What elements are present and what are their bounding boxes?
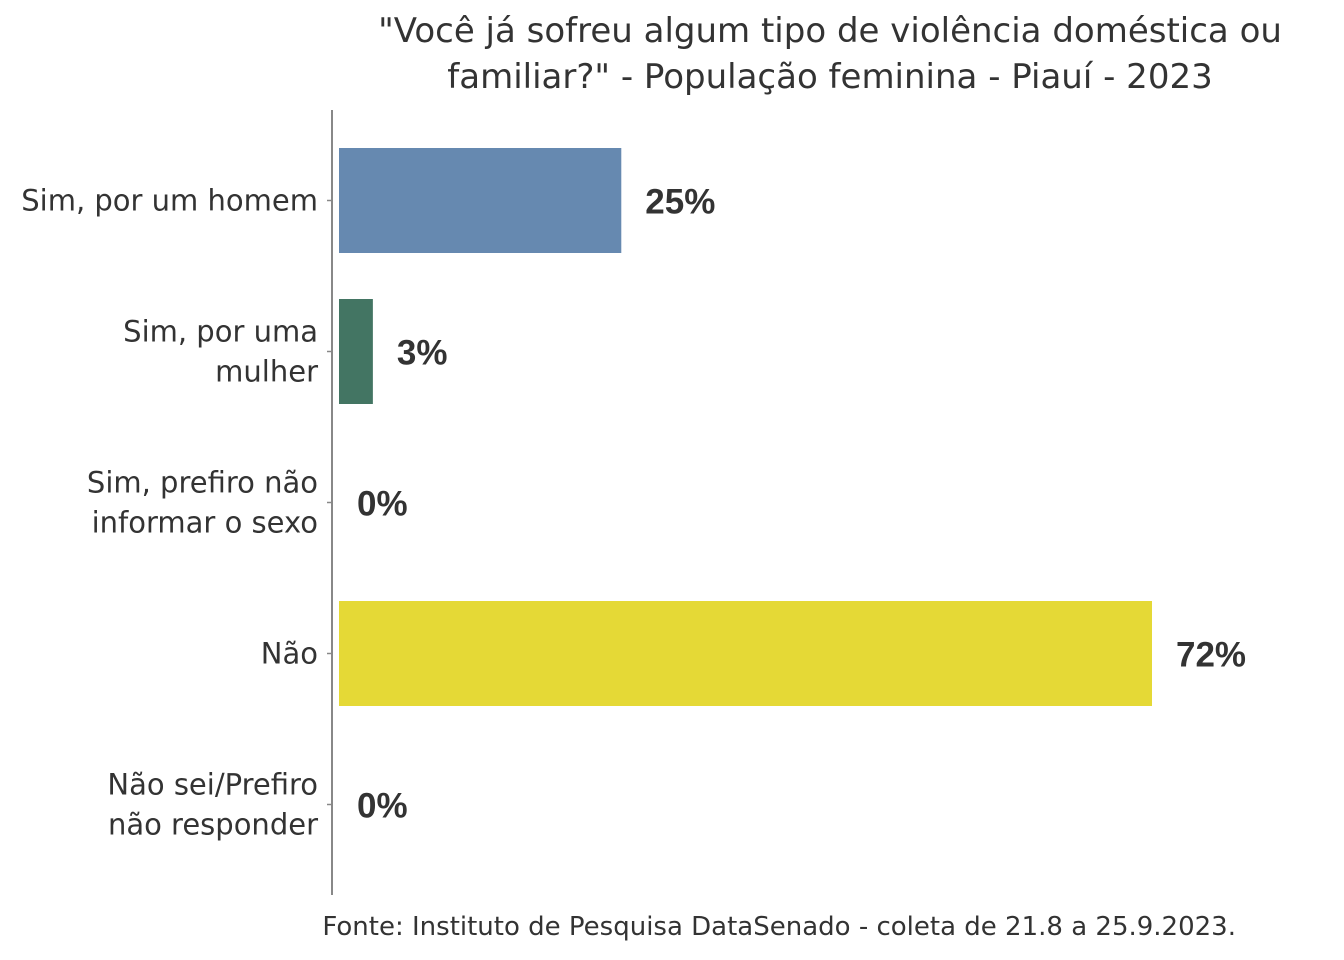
category-label: Não xyxy=(261,637,318,671)
category-label: não responder xyxy=(108,808,318,842)
value-label: 72% xyxy=(1176,636,1246,675)
chart-title: "Você já sofreu algum tipo de violência … xyxy=(330,8,1330,100)
bar xyxy=(339,148,622,253)
chart-title-line-1: "Você já sofreu algum tipo de violência … xyxy=(378,11,1282,51)
category-label: Sim, prefiro não xyxy=(87,466,318,500)
category-label: Não sei/Prefiro xyxy=(107,768,318,802)
bar xyxy=(339,601,1152,706)
value-label: 25% xyxy=(645,183,715,222)
category-label: Sim, por um homem xyxy=(21,184,318,218)
bar xyxy=(339,299,373,404)
category-label: mulher xyxy=(215,355,318,389)
value-label: 0% xyxy=(357,485,408,524)
value-label: 0% xyxy=(357,787,408,826)
category-label: informar o sexo xyxy=(92,506,318,540)
value-label: 3% xyxy=(397,334,448,373)
category-label: Sim, por uma xyxy=(123,315,318,349)
chart-caption: Fonte: Instituto de Pesquisa DataSenado … xyxy=(322,912,1236,942)
chart-title-line-2: familiar?" - População feminina - Piauí … xyxy=(447,57,1213,97)
